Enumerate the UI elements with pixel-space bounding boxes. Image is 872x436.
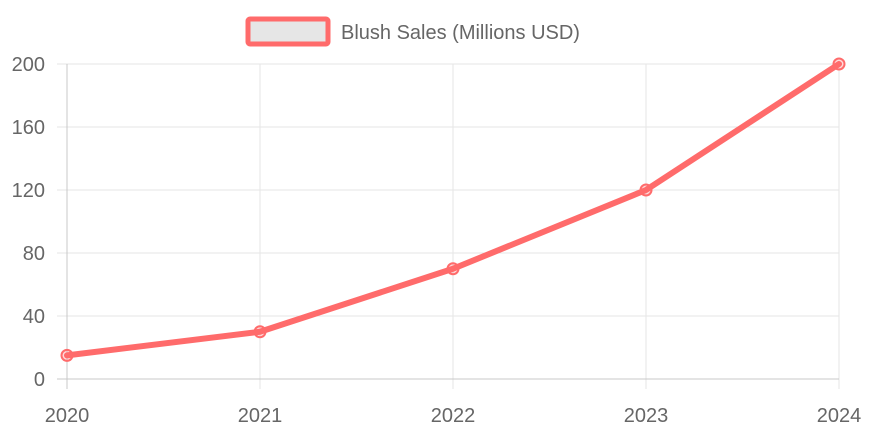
y-tick-label: 120 (12, 180, 45, 202)
y-tick-label: 0 (34, 369, 45, 391)
data-point[interactable] (641, 185, 652, 196)
y-tick-label: 200 (12, 54, 45, 76)
x-tick-label: 2022 (431, 405, 476, 427)
x-tick-label: 2024 (817, 405, 862, 427)
data-point[interactable] (62, 350, 73, 361)
x-tick-label: 2023 (624, 405, 669, 427)
data-point[interactable] (448, 263, 459, 274)
y-tick-labels: 0 40 80 120 160 200 (12, 54, 45, 391)
data-point[interactable] (255, 326, 266, 337)
y-tick-label: 40 (23, 306, 45, 328)
legend-swatch[interactable] (248, 19, 328, 44)
y-tick-label: 160 (12, 117, 45, 139)
data-point[interactable] (834, 59, 845, 70)
y-tick-label: 80 (23, 243, 45, 265)
x-tick-label: 2020 (45, 405, 90, 427)
legend-label[interactable]: Blush Sales (Millions USD) (341, 22, 580, 44)
x-tick-labels: 2020 2021 2022 2023 2024 (45, 405, 862, 427)
legend[interactable]: Blush Sales (Millions USD) (248, 19, 580, 44)
x-tick-label: 2021 (238, 405, 283, 427)
